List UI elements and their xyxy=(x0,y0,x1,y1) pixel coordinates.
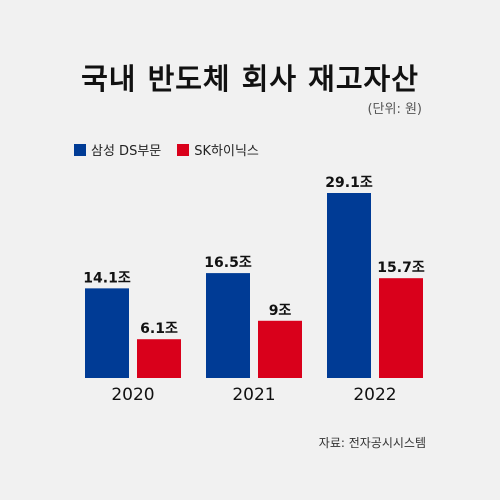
unit-label: (단위: 원) xyxy=(367,102,422,117)
data-label-samsung-2020: 14.1조 xyxy=(83,270,131,286)
category-label-2022: 2022 xyxy=(353,385,396,405)
legend: 삼성 DS부문 SK하이닉스 xyxy=(74,140,275,159)
data-label-samsung-2021: 16.5조 xyxy=(204,255,252,271)
data-label-samsung-2022: 29.1조 xyxy=(325,175,373,191)
data-label-skhynix-2021: 9조 xyxy=(269,303,292,319)
bar-samsung-2020 xyxy=(85,288,129,378)
legend-item-skhynix: SK하이닉스 xyxy=(177,140,259,159)
data-label-skhynix-2020: 6.1조 xyxy=(140,321,178,337)
legend-swatch-samsung xyxy=(74,143,86,156)
bar-samsung-2021 xyxy=(206,273,250,378)
category-label-2021: 2021 xyxy=(232,385,275,405)
legend-label-samsung: 삼성 DS부문 xyxy=(91,144,162,159)
legend-label-skhynix: SK하이닉스 xyxy=(194,144,259,159)
category-label-2020: 2020 xyxy=(111,385,154,405)
bar-skhynix-2021 xyxy=(258,320,302,378)
bar-skhynix-2020 xyxy=(137,339,181,378)
legend-item-samsung: 삼성 DS부문 xyxy=(74,140,161,159)
bar-skhynix-2022 xyxy=(379,278,423,378)
source-note: 자료: 전자공시시스템 xyxy=(318,436,426,450)
data-label-skhynix-2022: 15.7조 xyxy=(377,260,425,276)
bar-samsung-2022 xyxy=(327,193,371,378)
legend-swatch-skhynix xyxy=(177,143,190,156)
chart-title: 국내 반도체 회사 재고자산 xyxy=(81,62,419,96)
